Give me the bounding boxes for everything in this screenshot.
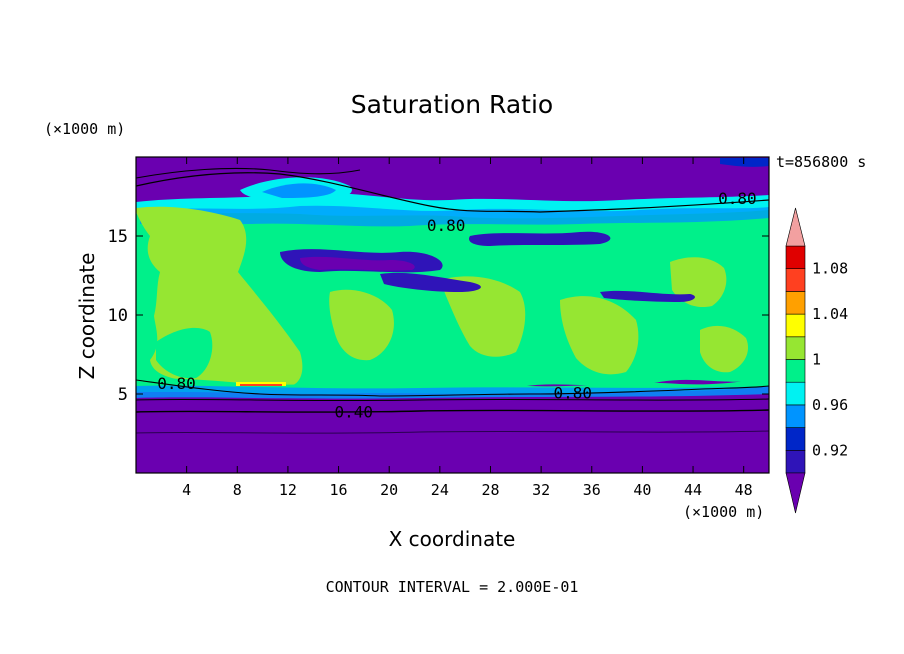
colorbar-extend-min [785, 472, 806, 514]
y-tick-label: 10 [108, 306, 128, 326]
colorbar-segment [785, 427, 806, 451]
x-tick-label: 48 [735, 481, 753, 499]
dark-streak-2 [300, 256, 415, 271]
x-tick-label: 24 [431, 481, 449, 499]
x-tick-label: 44 [684, 481, 702, 499]
colorbar-label: 0.96 [812, 396, 848, 414]
x-tick-label: 8 [233, 481, 242, 499]
chart-title: Saturation Ratio [351, 90, 553, 119]
region-above-1-mid [329, 289, 394, 361]
y-axis: 5 10 15 [108, 227, 769, 405]
colorbar-extend-max [785, 207, 806, 247]
x-tick-label: 32 [532, 481, 550, 499]
x-tick-label: 4 [182, 481, 191, 499]
colorbar-segment [785, 245, 806, 270]
colorbar-segment [785, 404, 806, 428]
contour-line-080-lower [136, 379, 769, 397]
y-axis-label: Z coordinate [75, 253, 99, 380]
dark-streak-5 [600, 290, 695, 302]
colorbar-segment [785, 336, 806, 360]
x-tick-label: 20 [380, 481, 398, 499]
contour-interval-footer: CONTOUR INTERVAL = 2.000E-01 [326, 578, 579, 596]
x-tick-label: 16 [330, 481, 348, 499]
contour-line-080-top [136, 167, 361, 179]
colorbar-segment [785, 291, 806, 315]
colorbar-segment [785, 449, 806, 474]
region-above-1-center [440, 276, 526, 357]
top-right-blue-patch [720, 158, 769, 167]
x-tick-label: 12 [279, 481, 297, 499]
contour-labels: 0.80 0.80 0.80 0.80 0.40 [157, 189, 756, 421]
region-above-1-right [560, 296, 639, 375]
contour-label: 0.40 [334, 402, 373, 421]
x-axis: 4 8 12 16 20 24 28 32 36 40 44 48 [182, 157, 753, 499]
region-above-1-lower-right [700, 325, 749, 373]
x-axis-label: X coordinate [389, 527, 516, 551]
colorbar: 0.92 0.96 1 1.04 1.08 [785, 207, 848, 514]
colorbar-segment [785, 268, 806, 292]
contour-field [136, 157, 769, 473]
lower-band-contour [136, 430, 769, 434]
y-tick-label: 15 [108, 227, 128, 247]
contour-line-below-080 [136, 398, 769, 402]
x-tick-label: 28 [481, 481, 499, 499]
contour-line-040 [136, 409, 769, 413]
x-axis-unit: (×1000 m) [683, 503, 764, 521]
time-label: t=856800 s [776, 153, 866, 171]
colorbar-label: 1.04 [812, 305, 848, 323]
colorbar-segment [785, 313, 806, 338]
contour-label: 0.80 [157, 374, 196, 393]
colorbar-label: 1 [812, 351, 821, 369]
x-tick-label: 36 [583, 481, 601, 499]
inner-green-lobe-left [156, 327, 213, 379]
upper-transition-blue [140, 205, 769, 227]
contour-line-080-upper [136, 172, 769, 213]
y-tick-label: 5 [118, 385, 128, 405]
dark-streak-3 [380, 272, 481, 292]
colorbar-label: 1.08 [812, 260, 848, 278]
contour-label: 0.80 [427, 216, 466, 235]
contour-label: 0.80 [554, 383, 593, 402]
cloud-patch-blue [262, 183, 336, 198]
red-sliver [240, 384, 282, 386]
dark-streak-4 [468, 231, 611, 246]
colorbar-segment [785, 381, 806, 406]
x-tick-label: 40 [633, 481, 651, 499]
contour-label: 0.80 [718, 189, 757, 208]
y-axis-unit: (×1000 m) [44, 120, 125, 138]
colorbar-label: 0.92 [812, 441, 848, 459]
colorbar-segment [785, 359, 806, 383]
